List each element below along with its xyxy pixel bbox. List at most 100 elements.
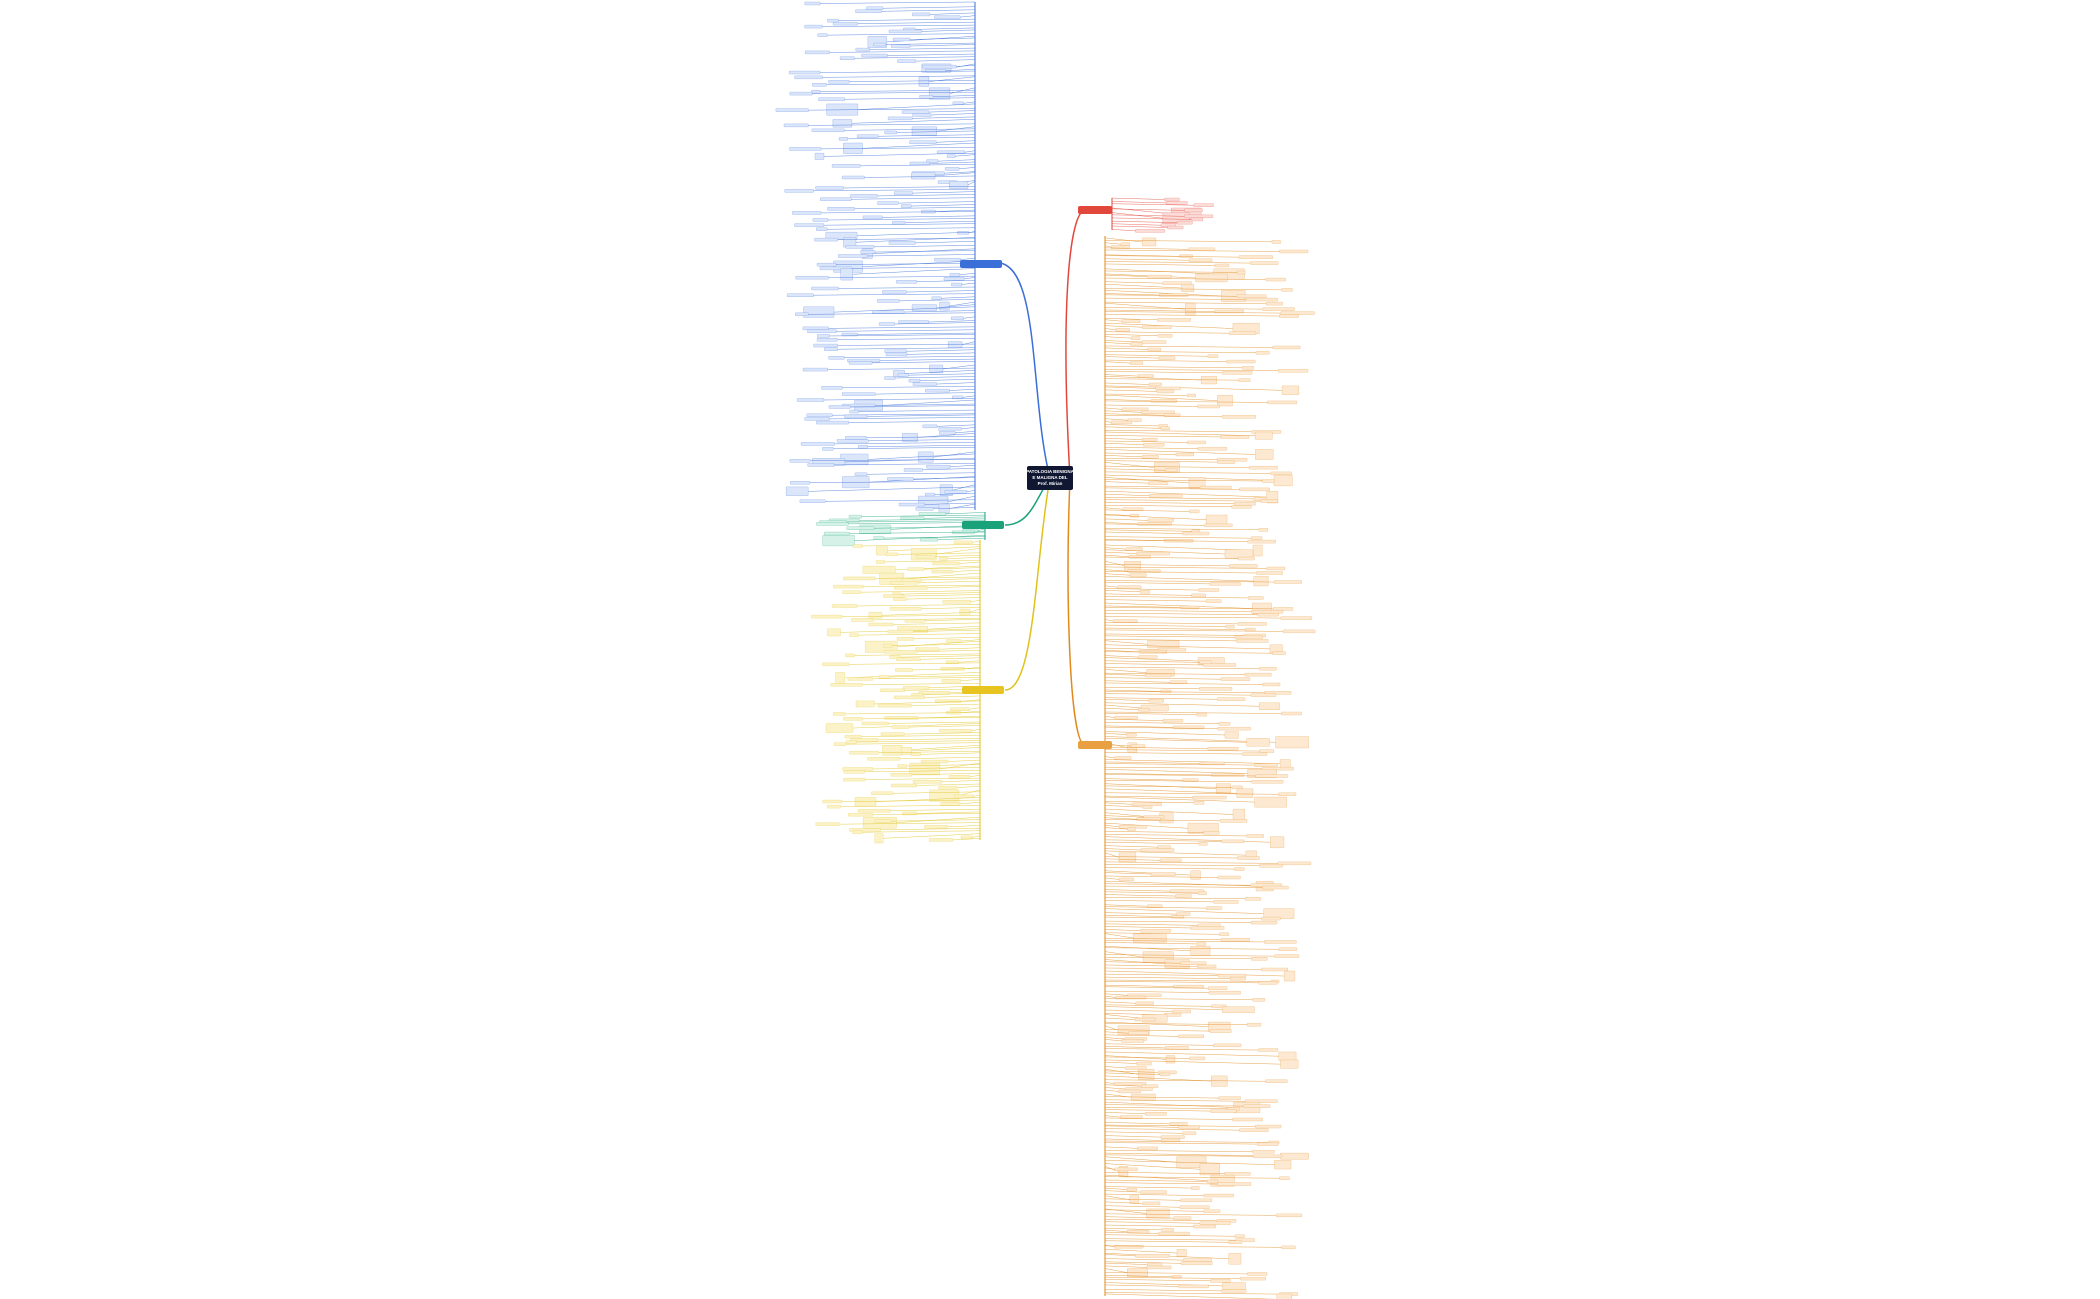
branch-node[interactable] xyxy=(1078,741,1112,749)
subtopic-node xyxy=(851,618,874,622)
link xyxy=(1104,689,1161,692)
branch-node[interactable] xyxy=(962,521,1004,529)
link xyxy=(1104,528,1259,531)
subtopic-node xyxy=(860,250,876,254)
link xyxy=(909,37,976,40)
subtopic-node xyxy=(894,191,913,195)
link xyxy=(1104,311,1281,314)
subtopic-node xyxy=(1128,555,1151,559)
subtopic-node xyxy=(1137,374,1154,378)
subtopic-node xyxy=(1270,836,1285,848)
subtopic-node xyxy=(1191,593,1206,597)
subtopic-node xyxy=(1214,263,1230,268)
link xyxy=(1104,1029,1211,1032)
subtopic-node xyxy=(1167,225,1184,230)
branch-node[interactable] xyxy=(1078,206,1112,214)
link xyxy=(1104,544,1253,551)
subtopic-node xyxy=(893,695,925,700)
link xyxy=(808,312,976,315)
subtopic-node xyxy=(1187,393,1196,398)
subtopic-node xyxy=(893,597,907,601)
link xyxy=(964,150,976,153)
link xyxy=(1104,870,1191,876)
link xyxy=(848,420,976,423)
link xyxy=(862,142,976,149)
link xyxy=(1104,1176,1280,1179)
subtopic-node xyxy=(815,822,840,826)
link xyxy=(1104,889,1171,892)
subtopic-node xyxy=(1203,831,1220,835)
link xyxy=(1104,906,1207,909)
subtopic-node xyxy=(820,197,852,201)
link xyxy=(945,512,986,515)
link xyxy=(920,752,981,755)
subtopic-node xyxy=(842,392,876,396)
link xyxy=(1104,366,1243,369)
link xyxy=(1104,237,1143,243)
link xyxy=(1104,718,1164,721)
branch-node[interactable] xyxy=(962,686,1004,694)
subtopic-node xyxy=(868,622,894,627)
subtopic-node xyxy=(1209,1029,1232,1033)
subtopic-node xyxy=(882,745,903,756)
link xyxy=(1104,1014,1143,1019)
link xyxy=(1104,831,1204,833)
subtopic-node xyxy=(934,15,961,19)
link xyxy=(1104,1146,1138,1149)
subtopic-node xyxy=(901,204,912,208)
subtopic-node xyxy=(1236,294,1267,298)
subtopic-node xyxy=(1117,1089,1141,1093)
link xyxy=(1104,1198,1181,1201)
subtopic-node xyxy=(844,414,868,418)
subtopic-node xyxy=(1224,731,1239,739)
subtopic-node xyxy=(804,417,830,421)
branch-link xyxy=(1067,477,1086,746)
subtopic-node xyxy=(1189,1056,1206,1061)
subtopic-node xyxy=(814,153,825,160)
link xyxy=(841,799,981,802)
subtopic-node xyxy=(1117,585,1142,589)
subtopic-node xyxy=(1157,318,1191,322)
link xyxy=(1104,607,1274,610)
subtopic-node xyxy=(1113,1082,1147,1086)
subtopic-node xyxy=(1238,378,1251,382)
link xyxy=(1104,1160,1275,1165)
link xyxy=(851,266,976,269)
subtopic-node xyxy=(1162,281,1192,285)
subtopic-node xyxy=(862,565,896,574)
subtopic-node xyxy=(1213,1043,1242,1047)
subtopic-node xyxy=(1279,759,1291,769)
link xyxy=(1104,667,1260,669)
subtopic-node xyxy=(943,277,965,281)
subtopic-node xyxy=(775,108,809,112)
link xyxy=(1111,214,1185,217)
link xyxy=(1104,1101,1234,1108)
link xyxy=(825,499,976,502)
link xyxy=(1104,650,1139,653)
subtopic-node xyxy=(812,83,827,87)
link xyxy=(1104,726,1218,729)
subtopic-node xyxy=(942,600,971,604)
branch-node[interactable] xyxy=(960,260,1002,268)
link xyxy=(1104,452,1177,455)
link xyxy=(1104,785,1232,788)
subtopic-node xyxy=(878,322,895,326)
link xyxy=(1104,712,1197,715)
link xyxy=(1104,240,1273,243)
link xyxy=(1104,1031,1129,1034)
central-node[interactable] xyxy=(1027,466,1073,490)
link xyxy=(1104,923,1198,926)
link xyxy=(829,417,976,420)
link xyxy=(935,554,981,557)
subtopic-node xyxy=(1278,1051,1297,1061)
link xyxy=(1104,970,1285,977)
subtopic-node xyxy=(884,376,896,380)
link xyxy=(893,622,981,625)
subtopic-node xyxy=(1198,842,1208,846)
subtopic-node xyxy=(1234,1234,1245,1238)
subtopic-node xyxy=(783,123,809,127)
link xyxy=(1104,319,1122,322)
link xyxy=(919,378,976,381)
link xyxy=(1104,1117,1233,1120)
subtopic-node xyxy=(1281,1245,1296,1249)
